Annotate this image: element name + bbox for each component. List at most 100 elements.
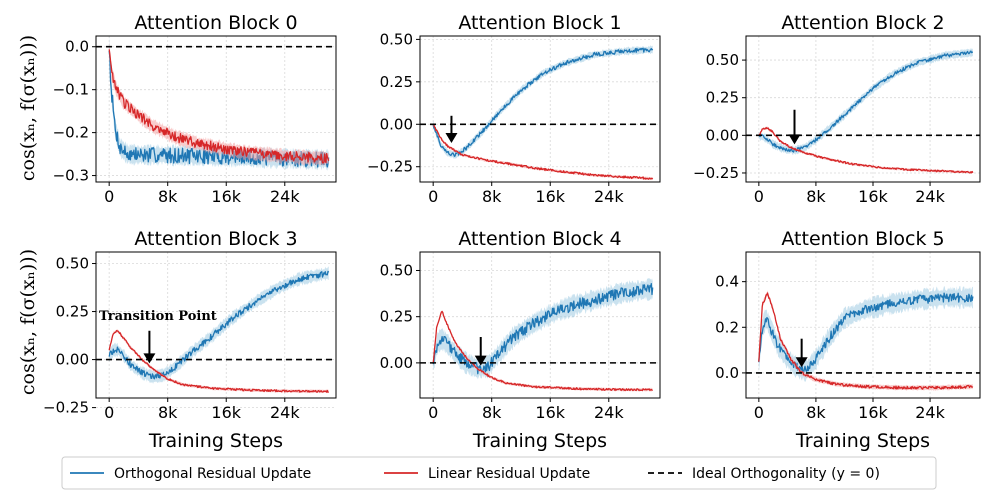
- x-tick-label: 0: [428, 403, 438, 422]
- y-tick-label: −0.1: [53, 81, 89, 99]
- x-tick-label: 16k: [535, 187, 565, 206]
- series-band-linear: [109, 329, 329, 394]
- y-tick-label: −0.25: [43, 399, 89, 417]
- x-tick-label: 16k: [211, 187, 241, 206]
- legend-frame: [61, 456, 937, 490]
- transition-arrow-head: [788, 134, 801, 145]
- x-tick-label: 24k: [270, 403, 300, 422]
- x-tick-label: 24k: [270, 187, 300, 206]
- x-tick-label: 16k: [535, 403, 565, 422]
- transition-arrow-head: [445, 132, 458, 143]
- panels-group: 0 8k 16k 24k 0.0 −0.1 −0.2 −0.3 Attention Block …: [43, 12, 981, 452]
- y-axis-label-bottom-row: cos(xₙ, f(σ(xₙ))): [17, 249, 39, 395]
- y-tick-label: −0.2: [53, 124, 89, 142]
- y-tick-label: 0.0: [715, 364, 739, 382]
- y-tick-label: 0.0: [65, 38, 89, 56]
- series-line-linear: [108, 49, 330, 164]
- axes-frame: [95, 35, 337, 183]
- legend-label-orthogonal: Orthogonal Residual Update: [114, 466, 311, 482]
- panel-title: Attention Block 4: [458, 228, 621, 250]
- x-tick-label: 8k: [806, 187, 826, 206]
- axes-frame: [745, 35, 981, 183]
- x-tick-label: 24k: [915, 187, 945, 206]
- y-tick-label: 0.50: [56, 255, 89, 273]
- transition-point-annotation: Transition Point: [99, 309, 217, 324]
- plot-area-4: [420, 278, 660, 392]
- x-tick-label: 8k: [482, 187, 502, 206]
- y-tick-label: 0.00: [380, 115, 413, 133]
- axes-frame: [419, 251, 661, 399]
- panel-1: 0 8k 16k 24k 0.50 0.25 0.00 −0.25 Attention Bloc…: [367, 12, 661, 206]
- y-tick-label: 0.25: [56, 303, 89, 321]
- y-tick-label: 0.00: [706, 126, 739, 144]
- y-tick-label: 0.25: [380, 73, 413, 91]
- transition-arrow-head: [795, 357, 808, 368]
- series-line-linear: [432, 310, 653, 392]
- series-line-orthogonal: [108, 270, 330, 380]
- y-tick-label: 0.00: [56, 351, 89, 369]
- series-band-orthogonal: [433, 45, 653, 159]
- x-tick-label: 24k: [594, 403, 624, 422]
- panel-3: 0 8k 16k 24k 0.50 0.25 0.00 −0.25 Attention Bloc…: [43, 228, 337, 452]
- series-band-orthogonal: [758, 285, 973, 382]
- x-tick-label: 0: [104, 403, 114, 422]
- y-tick-label: −0.25: [693, 164, 739, 182]
- x-tick-label: 24k: [594, 187, 624, 206]
- series-line-linear: [758, 126, 974, 174]
- legend: Orthogonal Residual Update Linear Residu…: [61, 456, 937, 490]
- y-axis-label-top-row: cos(xₙ, f(σ(xₙ))): [17, 35, 39, 181]
- panel-title: Attention Block 5: [781, 228, 944, 250]
- y-tick-label: 0.50: [706, 51, 739, 69]
- x-tick-label: 8k: [806, 403, 826, 422]
- x-tick-label: 0: [754, 403, 764, 422]
- legend-label-ideal: Ideal Orthogonality (y = 0): [692, 466, 880, 482]
- x-tick-label: 0: [754, 187, 764, 206]
- series-line-linear: [108, 329, 330, 393]
- x-tick-label: 24k: [915, 403, 945, 422]
- y-tick-label: 0.4: [715, 273, 739, 291]
- y-tick-label: 0.50: [380, 30, 413, 48]
- panel-title: Attention Block 0: [134, 12, 297, 34]
- x-tick-label: 16k: [858, 403, 888, 422]
- x-tick-label: 16k: [211, 403, 241, 422]
- axes-frame: [419, 35, 661, 183]
- plot-area-3: [96, 266, 336, 394]
- x-axis-label: Training Steps: [472, 430, 607, 452]
- x-tick-label: 8k: [482, 403, 502, 422]
- series-band-orthogonal: [109, 266, 329, 384]
- panel-title: Attention Block 2: [781, 12, 944, 34]
- series-line-linear: [433, 124, 654, 180]
- plot-area-2: [746, 48, 980, 174]
- series-band-orthogonal: [758, 48, 973, 156]
- series-line-orthogonal: [432, 282, 654, 375]
- y-tick-label: 0.00: [380, 354, 413, 372]
- panel-5: 0 8k 16k 24k 0.4 0.2 0.0 Attention Block 5 Train…: [715, 228, 981, 452]
- panel-2: 0 8k 16k 24k 0.50 0.25 0.00 −0.25 Attention Bloc…: [693, 12, 981, 206]
- series-line-linear: [758, 292, 974, 390]
- series-band-linear: [433, 122, 653, 181]
- series-band-linear: [109, 41, 329, 167]
- panel-4: 0 8k 16k 24k 0.50 0.25 0.00 Attention Block 4 Tr…: [380, 228, 661, 452]
- x-tick-label: 8k: [158, 187, 178, 206]
- transition-arrow-head: [143, 353, 156, 364]
- y-tick-label: 0.2: [715, 318, 739, 336]
- y-tick-label: 0.25: [380, 308, 413, 326]
- x-tick-label: 16k: [858, 187, 888, 206]
- y-tick-label: 0.25: [706, 89, 739, 107]
- plot-area-1: [420, 45, 660, 181]
- y-tick-label: 0.50: [380, 261, 413, 279]
- y-tick-label: −0.25: [367, 158, 413, 176]
- y-tick-label: −0.3: [53, 167, 89, 185]
- x-tick-label: 8k: [158, 403, 178, 422]
- x-tick-label: 0: [104, 187, 114, 206]
- x-axis-label: Training Steps: [148, 430, 283, 452]
- axes-frame: [745, 251, 981, 399]
- x-tick-label: 0: [428, 187, 438, 206]
- legend-label-linear: Linear Residual Update: [428, 466, 590, 482]
- panel-0: 0 8k 16k 24k 0.0 −0.1 −0.2 −0.3 Attention Block …: [53, 12, 337, 206]
- x-axis-label: Training Steps: [795, 430, 930, 452]
- plot-area-5: [746, 285, 980, 391]
- transition-arrow-head: [474, 355, 487, 366]
- axes-frame: [95, 251, 337, 399]
